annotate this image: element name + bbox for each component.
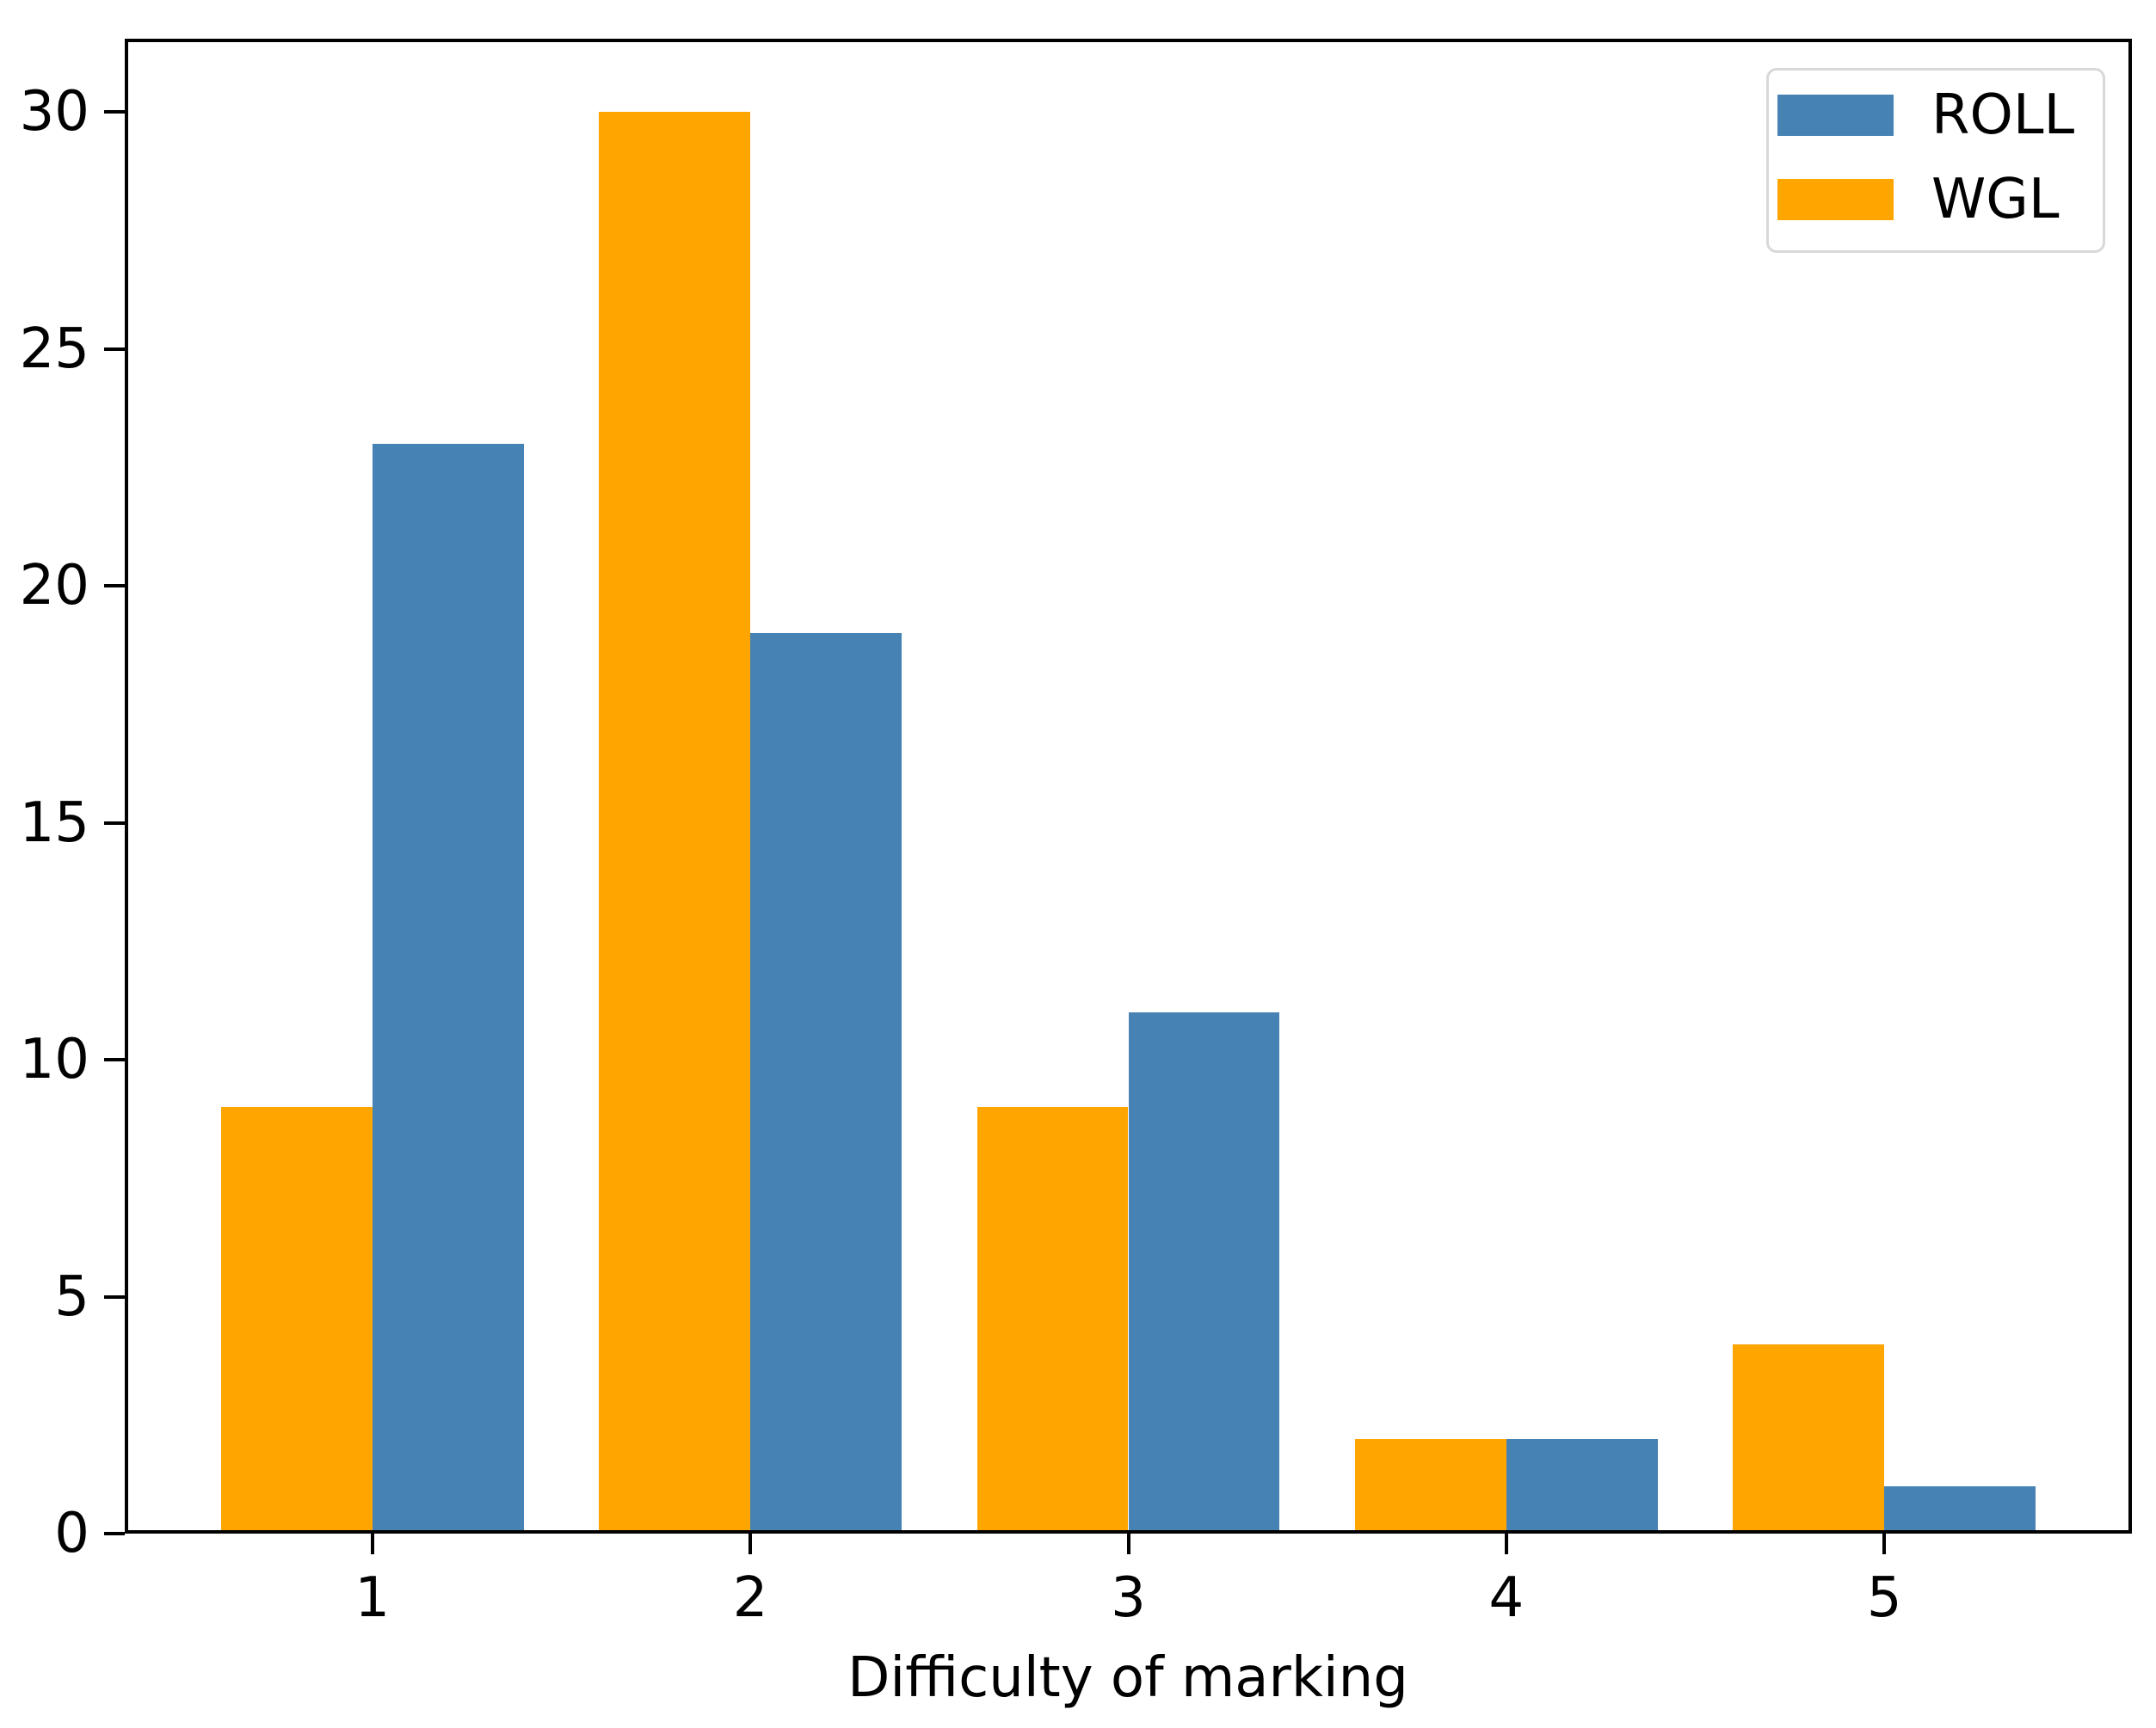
x-tick-label: 4 [1488,1566,1525,1630]
bar-roll-4 [1506,1438,1658,1534]
y-tick-label: 30 [19,80,89,145]
bar-roll-2 [750,633,902,1534]
bar-wgl-5 [1733,1344,1885,1534]
y-tick-label: 5 [54,1264,89,1329]
x-tick-mark [1126,1534,1130,1554]
x-tick-label: 3 [1111,1566,1146,1630]
legend-swatch-roll [1777,95,1894,136]
y-tick-mark [104,110,125,114]
y-tick-mark [104,584,125,588]
y-tick-label: 10 [19,1028,89,1092]
y-tick-mark [104,347,125,351]
x-tick-mark [370,1534,374,1554]
x-tick-label: 5 [1866,1566,1902,1630]
legend-row-roll: ROLL [1777,83,2103,147]
y-tick-mark [104,821,125,825]
bar-roll-1 [372,443,524,1534]
legend-label-wgl: WGL [1931,168,2060,231]
bar-roll-3 [1128,1012,1280,1534]
bar-wgl-4 [1355,1438,1506,1534]
bar-roll-5 [1884,1485,2036,1534]
y-tick-mark [104,1532,125,1535]
x-tick-mark [1504,1534,1508,1554]
legend-swatch-wgl [1777,179,1894,220]
legend-row-wgl: WGL [1777,168,2103,231]
x-tick-mark [1882,1534,1887,1554]
bar-wgl-1 [221,1107,373,1534]
y-tick-mark [104,1058,125,1062]
bar-wgl-2 [599,112,751,1534]
y-tick-label: 0 [54,1502,89,1565]
y-tick-mark [104,1294,125,1299]
x-tick-mark [748,1534,753,1554]
y-tick-label: 15 [19,790,89,855]
bar-wgl-3 [976,1107,1129,1534]
x-tick-label: 2 [732,1566,768,1630]
legend-label-roll: ROLL [1931,83,2075,147]
x-axis-label: Difficulty of marking [847,1646,1408,1710]
legend: ROLL WGL [1766,68,2105,253]
x-tick-label: 1 [354,1566,391,1630]
y-tick-label: 25 [19,317,89,381]
y-tick-label: 20 [19,554,89,618]
